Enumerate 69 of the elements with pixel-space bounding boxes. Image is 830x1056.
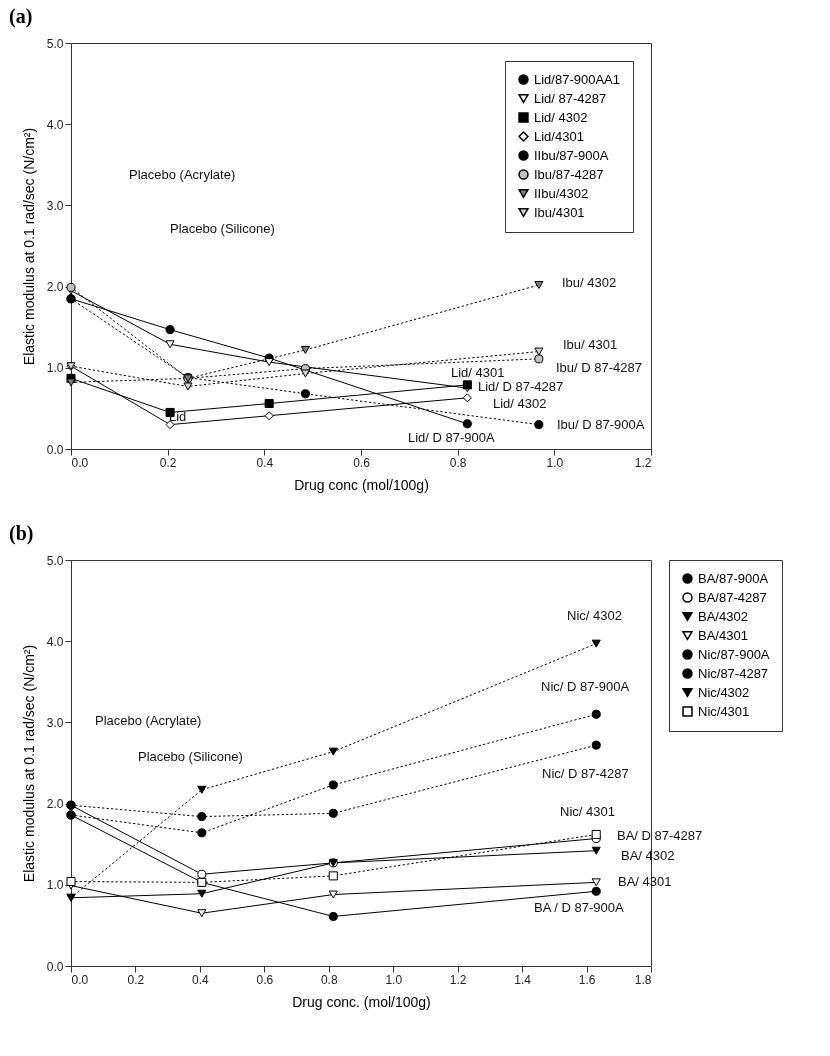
y-tick-label: 0.0 xyxy=(46,442,64,457)
legend-label: BA/87-900A xyxy=(698,570,769,586)
x-tick-label: 0.4 xyxy=(256,455,274,470)
legend-label: IIbu/4302 xyxy=(534,185,589,201)
annotation: BA / D 87-900A xyxy=(534,900,624,915)
y-axis-title: Elastic modulus at 0.1 rad/sec (N/cm²) xyxy=(20,127,37,366)
annotation: Ibu/ D 87-900A xyxy=(557,417,645,432)
x-tick-label: 1.6 xyxy=(578,972,596,987)
y-tick-label: 0.0 xyxy=(46,959,64,974)
annotation: Placebo (Silicone) xyxy=(170,221,275,236)
y-tick-label: 5.0 xyxy=(46,553,64,568)
y-tick-label: 3.0 xyxy=(46,715,64,730)
y-axis-title: Elastic modulus at 0.1 rad/sec (N/cm²) xyxy=(20,644,37,883)
annotation: BA/ D 87-4287 xyxy=(617,828,703,843)
annotation: Lid/ D 87-900A xyxy=(408,430,496,445)
x-tick-label: 0.4 xyxy=(192,972,210,987)
x-tick-label: 1.4 xyxy=(514,972,532,987)
y-tick-label: 1.0 xyxy=(46,878,64,893)
chart-title: (a) xyxy=(9,5,33,28)
x-tick-label: 0.8 xyxy=(449,455,467,470)
legend-label: BA/4302 xyxy=(698,608,748,624)
x-tick-label: 0.2 xyxy=(159,455,177,470)
x-tick-label: 0.0 xyxy=(71,972,89,987)
legend-label: IIbu/87-900A xyxy=(534,147,609,163)
x-tick-label: 1.8 xyxy=(634,972,652,987)
y-tick-label: 2.0 xyxy=(46,280,64,295)
y-tick-label: 4.0 xyxy=(46,117,64,132)
legend-label: Lid/ 87-4287 xyxy=(534,90,607,106)
annotation: Nic/ D 87-4287 xyxy=(542,766,629,781)
annotation: Nic/ 4301 xyxy=(560,804,615,819)
legend-label: Nic/87-4287 xyxy=(698,665,769,681)
x-axis-title: Drug conc. (mol/100g) xyxy=(292,993,431,1010)
legend-label: Ibu/87-4287 xyxy=(534,166,604,182)
x-tick-label: 1.2 xyxy=(449,972,467,987)
annotation: Nic/ D 87-900A xyxy=(541,679,630,694)
annotation: Lid/ 4301 xyxy=(451,365,505,380)
chart-title: (b) xyxy=(9,522,34,545)
x-tick-label: 0.0 xyxy=(71,455,89,470)
legend-label: Nic/87-900A xyxy=(698,646,770,662)
y-tick-label: 2.0 xyxy=(46,797,64,812)
annotation: Placebo (Silicone) xyxy=(138,749,243,764)
legend-label: BA/4301 xyxy=(698,627,748,643)
annotation: Lid/ D 87-4287 xyxy=(478,379,564,394)
annotation: Lid/ 4302 xyxy=(493,396,547,411)
annotation: Nic/ 4302 xyxy=(567,608,622,623)
annotation: Ibu/ 4301 xyxy=(563,337,618,352)
legend-label: Nic/4301 xyxy=(698,703,750,719)
x-tick-label: 0.8 xyxy=(320,972,338,987)
legend-label: Lid/87-900AA1 xyxy=(534,71,621,87)
y-tick-label: 5.0 xyxy=(46,36,64,51)
x-axis-title: Drug conc (mol/100g) xyxy=(294,476,429,493)
annotation: Placebo (Acrylate) xyxy=(95,713,202,728)
legend-label: Lid/ 4302 xyxy=(534,109,588,125)
legend-label: BA/87-4287 xyxy=(698,589,767,605)
x-tick-label: 1.0 xyxy=(385,972,403,987)
annotation: Ibu/ D 87-4287 xyxy=(556,360,643,375)
annotation: Ibu/ 4302 xyxy=(562,275,617,290)
y-tick-label: 3.0 xyxy=(46,198,64,213)
x-tick-label: 0.2 xyxy=(127,972,145,987)
legend-label: Lid/4301 xyxy=(534,128,584,144)
legend-label: Nic/4302 xyxy=(698,684,750,700)
legend-label: Ibu/4301 xyxy=(534,204,585,220)
x-tick-label: 0.6 xyxy=(353,455,371,470)
x-tick-label: 0.6 xyxy=(256,972,274,987)
y-tick-label: 4.0 xyxy=(46,634,64,649)
annotation: Placebo (Acrylate) xyxy=(129,167,236,182)
x-tick-label: 1.2 xyxy=(634,455,652,470)
y-tick-label: 1.0 xyxy=(46,361,64,376)
x-tick-label: 1.0 xyxy=(546,455,564,470)
